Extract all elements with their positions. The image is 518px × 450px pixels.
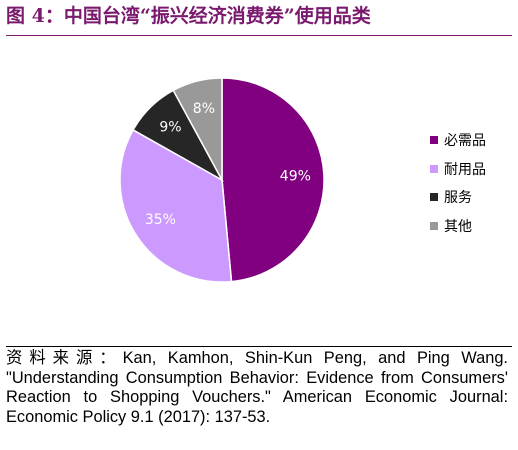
legend-item-1: 必需品 (430, 126, 486, 155)
pie-slice-4 (172, 77, 223, 181)
legend-swatch (430, 221, 438, 230)
pie-data-label-2: 35% (145, 212, 176, 228)
legend-item-3: 服务 (430, 183, 486, 212)
legend-swatch (430, 193, 438, 202)
title-underline (6, 35, 512, 36)
legend-swatch (430, 164, 438, 173)
legend-label: 耐用品 (444, 161, 486, 178)
pie-data-label-4: 8% (193, 101, 215, 117)
pie-data-label-3: 9% (159, 120, 181, 136)
legend-label: 必需品 (444, 133, 486, 150)
pie-chart: 49% 35% 9% 8% (119, 77, 325, 283)
pie-data-label-1: 49% (280, 169, 311, 185)
pie-slice-1 (221, 77, 325, 283)
source-note: 资料来源：Kan, Kamhon, Shin-Kun Peng, and Pin… (6, 349, 508, 426)
legend-label: 其他 (444, 218, 472, 235)
pie-slice-2 (119, 128, 233, 283)
legend-swatch (430, 136, 438, 145)
legend-item-2: 耐用品 (430, 155, 486, 184)
chart-legend: 必需品耐用品服务其他 (430, 126, 486, 240)
source-divider (6, 346, 512, 347)
legend-label: 服务 (444, 190, 472, 207)
legend-item-4: 其他 (430, 212, 486, 241)
figure-title: 图 4：中国台湾“振兴经济消费券”使用品类 (6, 5, 371, 27)
